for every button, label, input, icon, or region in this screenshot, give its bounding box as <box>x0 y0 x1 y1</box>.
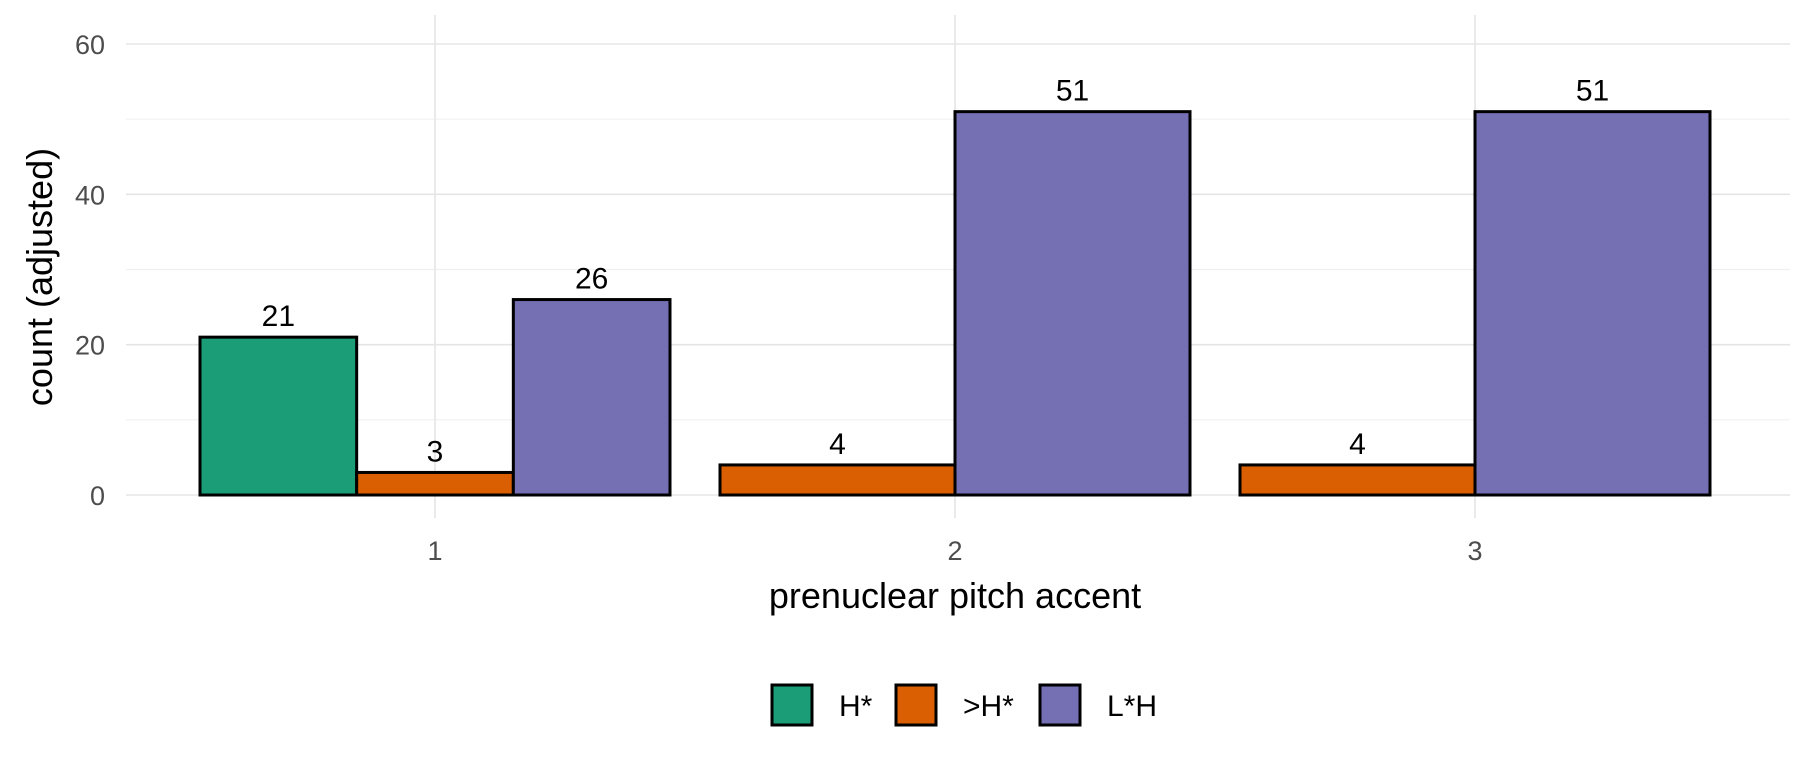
x-axis-title: prenuclear pitch accent <box>769 575 1141 616</box>
legend-key <box>894 683 938 727</box>
data-label: 51 <box>1056 75 1089 108</box>
y-tick-label: 60 <box>75 30 105 60</box>
data-label: 3 <box>427 435 444 468</box>
bar <box>1238 463 1477 497</box>
bar <box>953 110 1192 497</box>
legend: H* >H* L*H <box>770 683 1157 727</box>
bar <box>1473 110 1712 497</box>
data-label: 21 <box>262 300 295 333</box>
legend-label: H* <box>839 690 873 723</box>
bar <box>355 470 515 497</box>
bar <box>718 463 957 497</box>
x-tick-label: 3 <box>1467 536 1482 566</box>
y-tick-label: 0 <box>90 481 105 511</box>
y-tick-label: 40 <box>75 180 105 210</box>
bar <box>511 298 672 497</box>
x-axis-ticks: 1 2 3 <box>427 536 1482 566</box>
y-axis-ticks: 0 20 40 60 <box>75 30 105 511</box>
legend-key <box>1038 683 1082 727</box>
y-tick-label: 20 <box>75 331 105 361</box>
legend-label: >H* <box>963 690 1014 723</box>
data-label: 4 <box>829 428 846 461</box>
data-labels: 21 3 26 4 51 4 51 <box>262 75 1610 469</box>
data-label: 4 <box>1349 428 1366 461</box>
bars <box>198 110 1712 497</box>
data-label: 51 <box>1576 75 1609 108</box>
bar <box>198 335 359 497</box>
x-tick-label: 2 <box>947 536 962 566</box>
legend-key <box>770 683 814 727</box>
data-label: 26 <box>575 263 608 296</box>
legend-label: L*H <box>1107 690 1157 723</box>
y-axis-title: count (adjusted) <box>19 148 60 406</box>
x-tick-label: 1 <box>427 536 442 566</box>
